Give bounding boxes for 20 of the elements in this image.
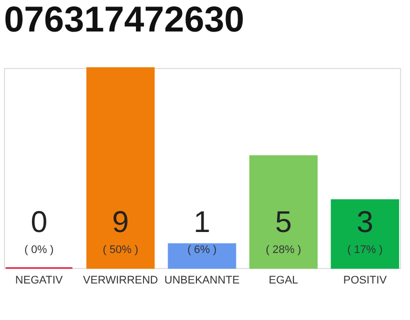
- data-label: ( 17% ): [347, 244, 383, 256]
- data-label: ( 50% ): [102, 244, 138, 256]
- x-tick-label: UNBEKANNTE: [164, 274, 240, 286]
- annotation: 9: [112, 206, 129, 239]
- bar: [168, 243, 236, 269]
- bar: [86, 67, 155, 269]
- data-label: ( 28% ): [266, 244, 302, 256]
- x-tick-label: NEGATIV: [15, 274, 64, 286]
- annotation: 0: [30, 206, 48, 239]
- annotation: 3: [356, 206, 374, 239]
- data-label: ( 6% ): [187, 244, 217, 256]
- x-tick-label: EGAL: [268, 274, 298, 286]
- bar: [249, 155, 318, 269]
- chart-title: 076317472630: [4, 0, 244, 40]
- x-tick-label: VERWIRREND: [83, 274, 158, 286]
- annotation: 1: [194, 206, 210, 239]
- annotation: 5: [275, 206, 292, 239]
- x-tick-label: POSITIV: [343, 274, 388, 286]
- data-label: ( 0% ): [24, 244, 54, 256]
- bar: [330, 199, 400, 269]
